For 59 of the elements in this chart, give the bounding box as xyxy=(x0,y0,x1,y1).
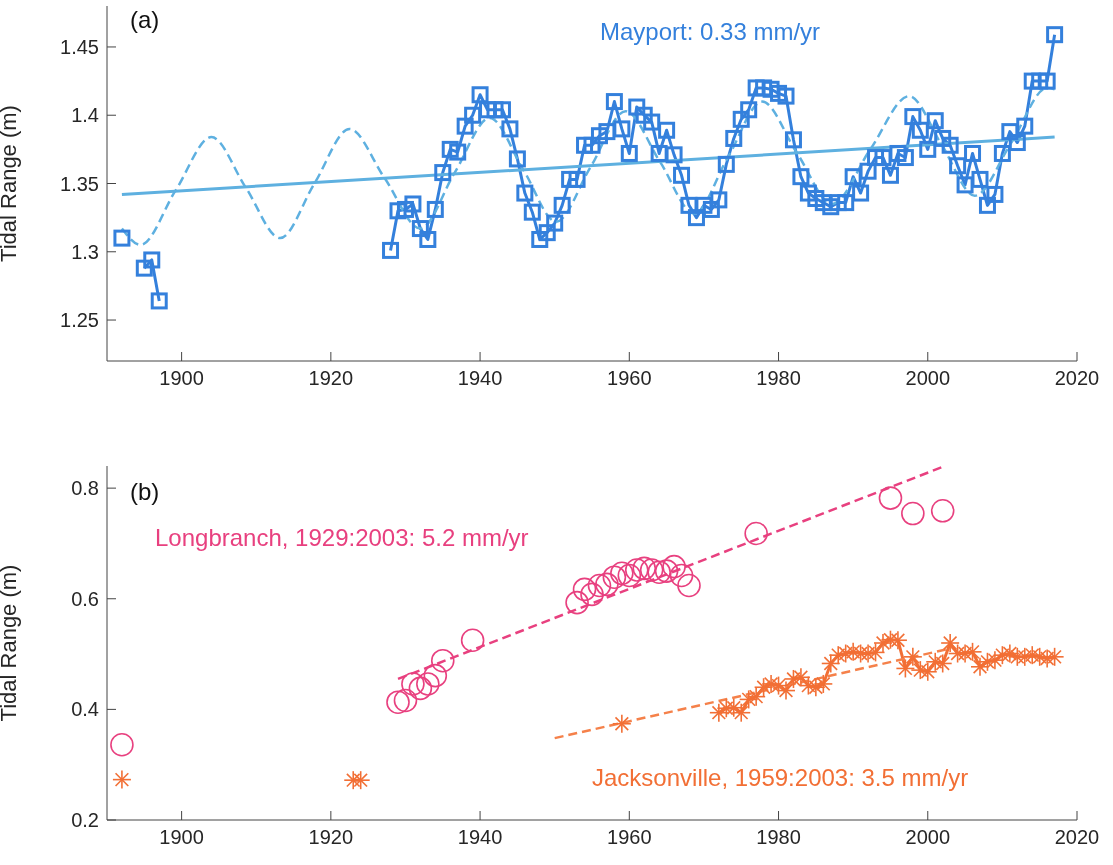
series-label: Jacksonville, 1959:2003: 3.5 mm/yr xyxy=(592,764,969,792)
point xyxy=(632,556,657,581)
point xyxy=(565,590,589,615)
point xyxy=(654,559,679,583)
x-tick-label: 1960 xyxy=(607,367,652,390)
annotation: (a) xyxy=(130,6,160,34)
y-tick-label: 1.3 xyxy=(71,240,99,263)
x-tick-label: 1920 xyxy=(308,367,354,390)
point xyxy=(572,577,597,602)
x-tick-label: 1940 xyxy=(457,367,503,390)
point xyxy=(901,501,925,526)
point xyxy=(401,672,425,696)
point xyxy=(617,563,642,588)
y-tick-label: 0.2 xyxy=(71,809,99,832)
point xyxy=(602,565,627,589)
text: Longbranch, 1929:2003: 5.2 mm/yr xyxy=(155,524,529,552)
x-tick-label: 1900 xyxy=(159,826,204,849)
point xyxy=(110,732,134,757)
x-tick-label: 1920 xyxy=(308,826,354,849)
point xyxy=(408,676,433,701)
y-tick-label: 1.4 xyxy=(71,104,99,127)
x-tick-label: 1980 xyxy=(756,367,801,390)
point xyxy=(587,573,612,598)
point xyxy=(878,486,903,510)
point xyxy=(624,558,649,582)
point xyxy=(647,560,671,584)
point xyxy=(662,554,686,579)
y-tick-label: 1.25 xyxy=(60,309,99,332)
point xyxy=(669,563,694,588)
y-tick-label: 0.4 xyxy=(71,698,99,721)
point xyxy=(930,499,955,523)
point xyxy=(386,690,410,714)
point xyxy=(580,582,604,607)
point xyxy=(430,648,455,673)
y-tick-label: 1.35 xyxy=(60,172,99,195)
point xyxy=(610,561,634,586)
x-tick-label: 1940 xyxy=(457,826,503,849)
x-tick-label: 1900 xyxy=(159,367,204,390)
x-tick-label: 2000 xyxy=(905,826,951,849)
annotation: (b) xyxy=(130,478,160,506)
x-tick-label: 2000 xyxy=(905,367,951,390)
y-tick-label: 0.6 xyxy=(71,587,99,610)
y-axis-title: Tidal Range (m) xyxy=(0,564,21,722)
point xyxy=(677,573,701,598)
point xyxy=(416,672,440,696)
y-axis-title: Tidal Range (m) xyxy=(0,105,21,262)
point xyxy=(460,628,485,653)
y-tick-label: 1.45 xyxy=(60,36,99,59)
x-tick-label: 2020 xyxy=(1054,367,1100,390)
x-tick-label: 1980 xyxy=(756,826,801,849)
text: Mayport: 0.33 mm/yr xyxy=(600,18,821,46)
y-tick-label: 0.8 xyxy=(71,477,99,500)
point xyxy=(744,521,768,546)
point xyxy=(423,663,448,688)
x-tick-label: 1960 xyxy=(607,826,652,849)
point xyxy=(595,572,619,597)
x-tick-label: 2020 xyxy=(1054,826,1100,849)
point xyxy=(639,558,664,582)
point xyxy=(393,688,418,713)
